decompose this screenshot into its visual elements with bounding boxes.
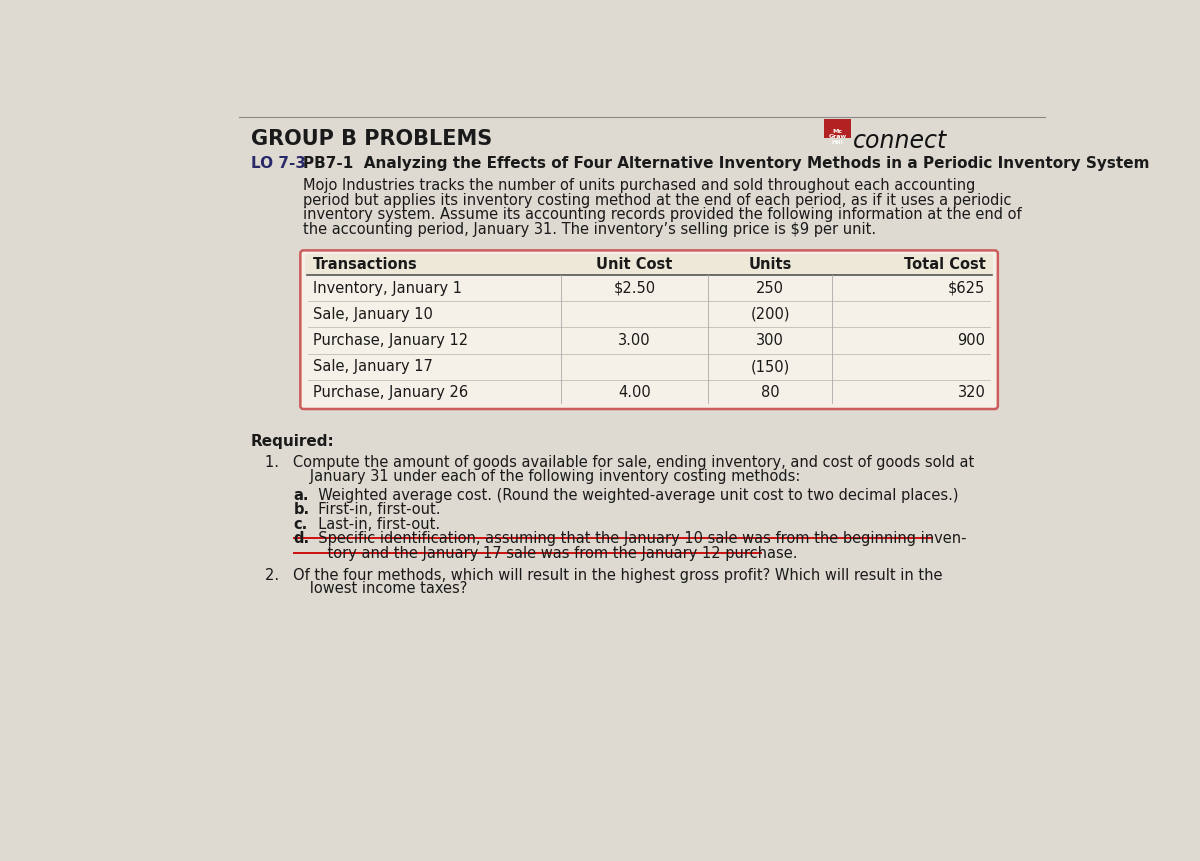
Text: Weighted average cost. (Round the weighted-average unit cost to two decimal plac: Weighted average cost. (Round the weight… [308, 487, 959, 503]
Text: 300: 300 [756, 333, 784, 348]
Text: Inventory, January 1: Inventory, January 1 [313, 281, 462, 295]
Text: (150): (150) [750, 359, 790, 375]
Text: inventory system. Assume its accounting records provided the following informati: inventory system. Assume its accounting … [304, 208, 1022, 222]
Text: c.: c. [293, 517, 307, 532]
Text: b.: b. [293, 502, 310, 517]
Text: January 31 under each of the following inventory costing methods:: January 31 under each of the following i… [282, 469, 800, 484]
Text: GROUP B PROBLEMS: GROUP B PROBLEMS [251, 129, 492, 149]
Text: connect: connect [853, 129, 947, 152]
Text: d.: d. [293, 531, 310, 547]
FancyBboxPatch shape [824, 120, 851, 138]
FancyBboxPatch shape [305, 254, 994, 275]
Text: First-in, first-out.: First-in, first-out. [308, 502, 440, 517]
Text: Mojo Industries tracks the number of units purchased and sold throughout each ac: Mojo Industries tracks the number of uni… [304, 178, 976, 193]
Text: 3.00: 3.00 [618, 333, 650, 348]
Text: Transactions: Transactions [313, 257, 418, 272]
Text: 900: 900 [958, 333, 985, 348]
Text: Mc
Graw
Hill: Mc Graw Hill [828, 129, 846, 145]
Text: $2.50: $2.50 [613, 281, 655, 295]
Text: (200): (200) [750, 307, 790, 322]
Text: Required:: Required: [251, 434, 335, 449]
Text: PB7-1  Analyzing the Effects of Four Alternative Inventory Methods in a Periodic: PB7-1 Analyzing the Effects of Four Alte… [304, 156, 1150, 170]
Text: 320: 320 [958, 386, 985, 400]
Text: LO 7-3: LO 7-3 [251, 156, 306, 170]
Text: Unit Cost: Unit Cost [596, 257, 672, 272]
Text: Units: Units [749, 257, 792, 272]
Text: Purchase, January 26: Purchase, January 26 [313, 386, 468, 400]
Text: a.: a. [293, 487, 308, 503]
Text: 1.   Compute the amount of goods available for sale, ending inventory, and cost : 1. Compute the amount of goods available… [265, 455, 974, 470]
Text: period but applies its inventory costing method at the end of each period, as if: period but applies its inventory costing… [304, 193, 1012, 208]
Text: $625: $625 [948, 281, 985, 295]
Text: the accounting period, January 31. The inventory’s selling price is $9 per unit.: the accounting period, January 31. The i… [304, 222, 876, 237]
Text: 2.   Of the four methods, which will result in the highest gross profit? Which w: 2. Of the four methods, which will resul… [265, 567, 942, 583]
Text: 4.00: 4.00 [618, 386, 650, 400]
Text: Total Cost: Total Cost [904, 257, 985, 272]
Text: Sale, January 10: Sale, January 10 [313, 307, 433, 322]
Text: tory and the January 17 sale was from the January 12 purchase.: tory and the January 17 sale was from th… [308, 546, 797, 561]
FancyBboxPatch shape [300, 251, 998, 409]
Text: Last-in, first-out.: Last-in, first-out. [308, 517, 440, 532]
Text: Specific identification, assuming that the January 10 sale was from the beginnin: Specific identification, assuming that t… [308, 531, 966, 547]
Text: Sale, January 17: Sale, January 17 [313, 359, 433, 375]
Text: lowest income taxes?: lowest income taxes? [282, 581, 467, 597]
Text: 250: 250 [756, 281, 784, 295]
Text: 80: 80 [761, 386, 779, 400]
Text: Purchase, January 12: Purchase, January 12 [313, 333, 468, 348]
